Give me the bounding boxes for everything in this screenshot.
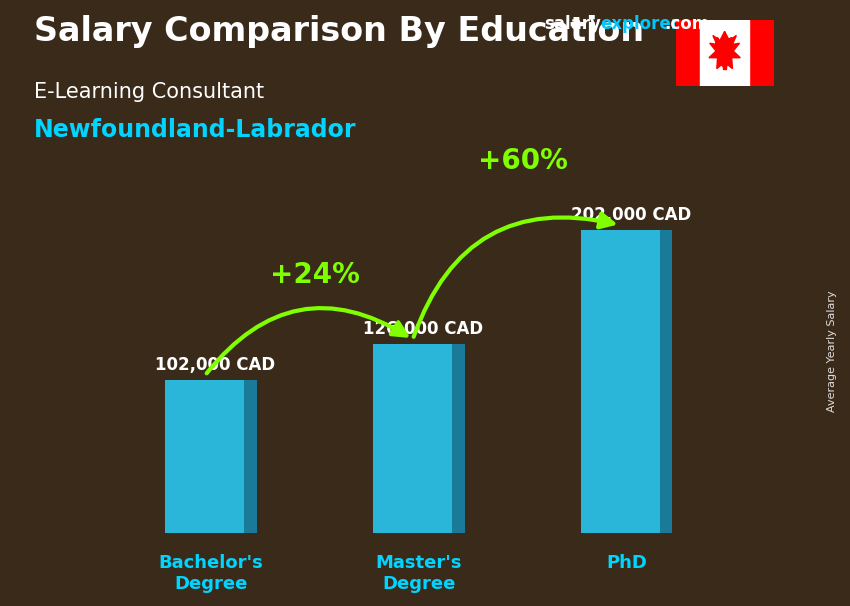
Text: +24%: +24% <box>270 261 360 289</box>
Bar <box>660 230 672 533</box>
Text: 202,000 CAD: 202,000 CAD <box>570 205 691 224</box>
Text: Salary Comparison By Education: Salary Comparison By Education <box>34 15 644 48</box>
Bar <box>723 61 726 68</box>
Text: Average Yearly Salary: Average Yearly Salary <box>827 291 837 412</box>
Bar <box>700 21 749 85</box>
Text: 126,000 CAD: 126,000 CAD <box>363 320 483 338</box>
Bar <box>676 21 700 85</box>
Text: Newfoundland-Labrador: Newfoundland-Labrador <box>34 118 356 142</box>
Text: 102,000 CAD: 102,000 CAD <box>155 356 275 374</box>
Polygon shape <box>709 32 740 68</box>
Bar <box>373 344 452 533</box>
Bar <box>166 380 245 533</box>
Text: explorer: explorer <box>600 15 679 33</box>
Bar <box>581 230 660 533</box>
Text: E-Learning Consultant: E-Learning Consultant <box>34 82 264 102</box>
Text: Bachelor's
Degree: Bachelor's Degree <box>159 554 264 593</box>
Bar <box>749 21 774 85</box>
Text: +60%: +60% <box>478 147 568 175</box>
Bar <box>452 344 465 533</box>
Text: .com: .com <box>665 15 710 33</box>
Text: salary: salary <box>544 15 601 33</box>
Bar <box>245 380 257 533</box>
Text: Master's
Degree: Master's Degree <box>376 554 462 593</box>
Text: PhD: PhD <box>606 554 647 572</box>
